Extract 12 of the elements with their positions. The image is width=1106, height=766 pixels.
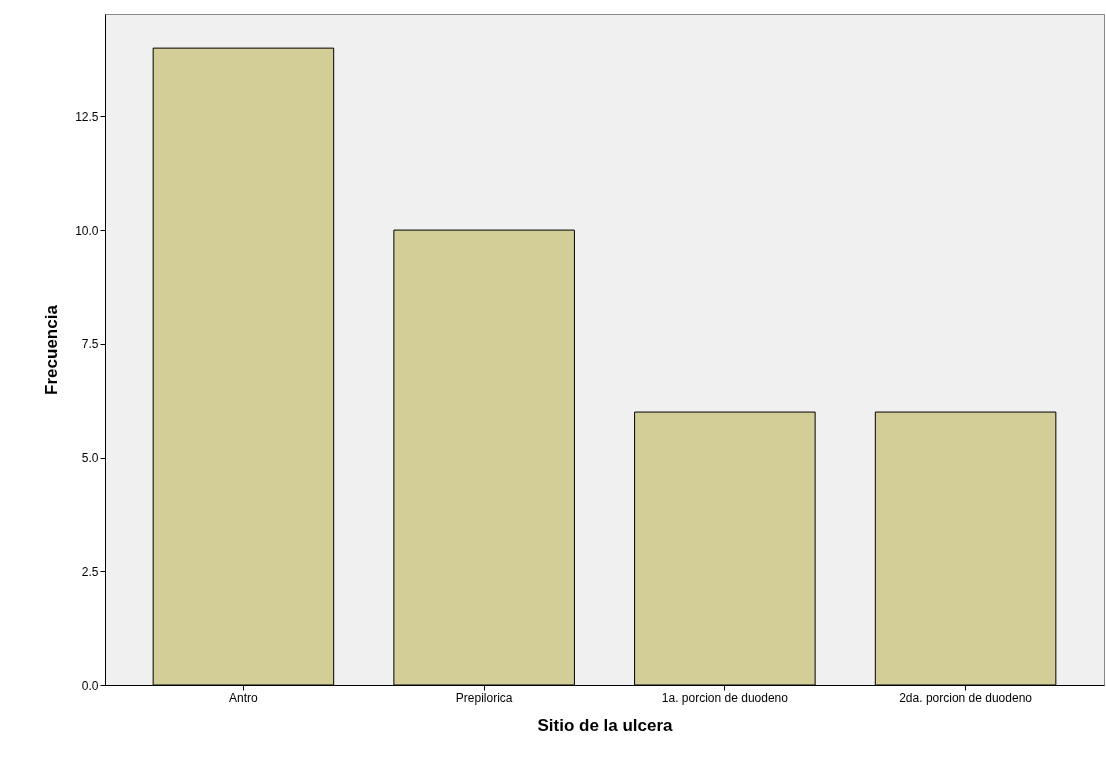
y-tick-label: 10.0 [75, 223, 99, 238]
y-axis-title: Frecuencia [42, 304, 62, 395]
y-tick-label: 12.5 [75, 109, 99, 124]
y-tick-label: 5.0 [81, 451, 99, 466]
x-tick-label: 1a. porcion de duodeno [661, 690, 789, 705]
x-tick-label: 2da. porcion de duodeno [899, 690, 1033, 705]
x-tick-label: Prepilorica [455, 690, 513, 705]
y-tick-label: 2.5 [81, 564, 99, 579]
y-tick-label: 0.0 [81, 678, 99, 693]
x-tick-label: Antro [229, 690, 259, 705]
y-tick-label: 7.5 [81, 337, 99, 352]
x-axis-title: Sitio de la ulcera [537, 715, 674, 735]
